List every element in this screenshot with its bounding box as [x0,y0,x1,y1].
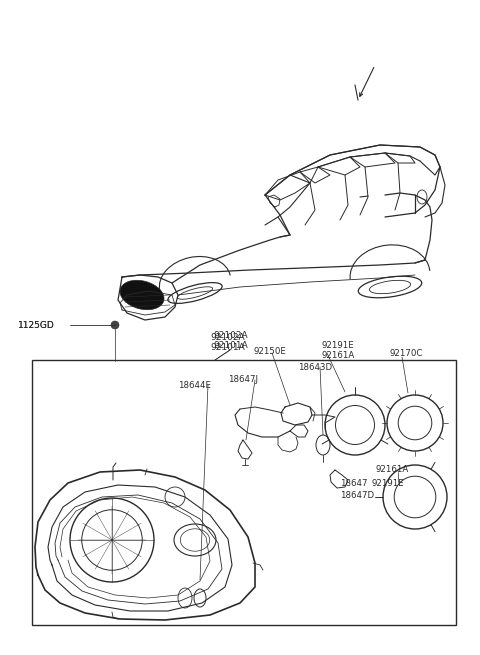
Text: 92150E: 92150E [254,348,287,356]
Text: 92191E: 92191E [372,479,405,487]
Bar [32,360,456,625]
Text: 18644E: 18644E [178,381,211,390]
Ellipse shape [120,280,164,310]
Text: 18647D: 18647D [340,491,374,500]
Text: 92102A: 92102A [210,333,245,341]
Text: 92102A: 92102A [213,331,248,339]
Text: 18647: 18647 [340,479,368,487]
Text: 92161A: 92161A [376,466,409,474]
Text: 92170C: 92170C [390,348,423,358]
Circle shape [111,321,119,329]
Text: 18643D: 18643D [298,362,332,371]
Text: 92161A: 92161A [322,350,355,360]
Text: 1125GD: 1125GD [18,320,55,329]
Text: 1125GD: 1125GD [18,320,55,329]
Text: 92101A: 92101A [213,341,248,350]
Text: 92191E: 92191E [322,341,355,350]
Text: 92101A: 92101A [210,343,245,352]
Text: 18647J: 18647J [228,375,258,384]
